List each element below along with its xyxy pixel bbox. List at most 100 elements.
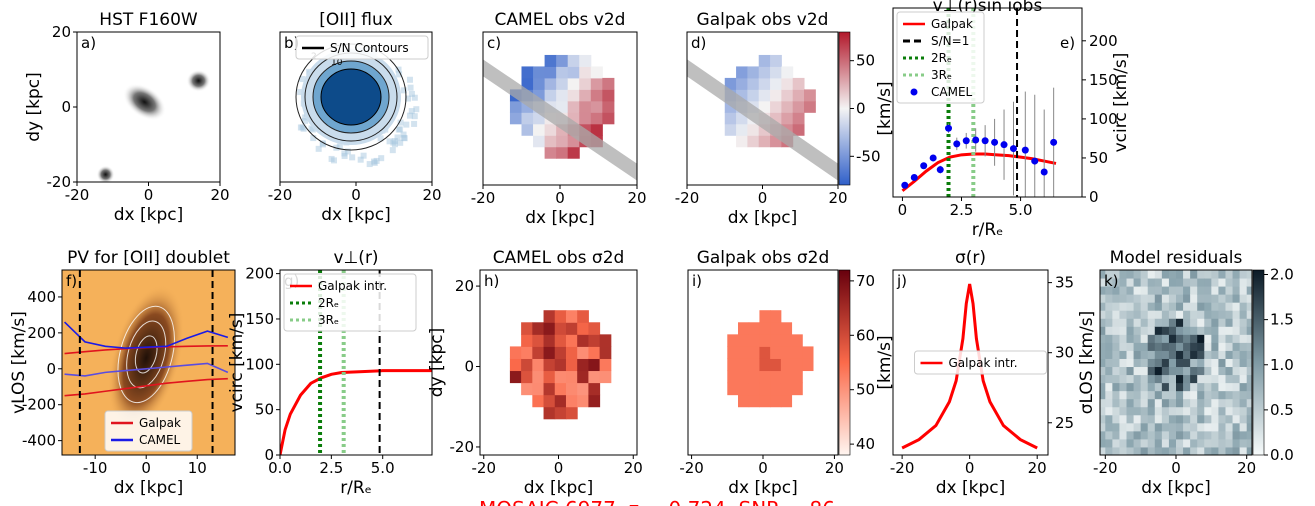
axes-frame — [892, 269, 1049, 456]
y-tick-label: 0 — [61, 98, 71, 116]
data-point — [1000, 141, 1008, 149]
panel: -20 0 20 Model residuals k) dx [kpc] 0.0 0.5 1.0… — [1093, 248, 1294, 498]
y-tick-label: 200 — [27, 324, 56, 342]
y-axis-label: vLOS [km/s] — [9, 311, 29, 414]
panel-title: HST F160W — [99, 10, 198, 30]
data-line — [64, 377, 228, 397]
y-axis-label: vcirc [km/s] — [227, 313, 247, 413]
colorbar-tick-label: 0.0 — [1270, 446, 1294, 464]
x-axis-label: dx [kpc] — [114, 205, 184, 225]
legend-label: S/N Contours — [330, 41, 409, 55]
colorbar — [1252, 269, 1265, 456]
panel: -20 0 20 25 30 35 σ(r) j) dx [kpc] σLOS [km/s] Gal… — [890, 248, 1097, 498]
data-line — [901, 152, 1057, 192]
colorbar — [838, 31, 851, 186]
x-tick-label: 0 — [965, 459, 975, 477]
y-tick-label: 150 — [245, 310, 274, 328]
x-tick-label: 20 — [210, 186, 229, 204]
colorbar-tick-label: 1.5 — [1270, 311, 1294, 329]
x-tick-label: 20 — [825, 459, 844, 477]
y-tick-label: 100 — [1089, 110, 1118, 128]
data-point — [936, 166, 944, 174]
legend-label: 3Rₑ — [931, 68, 952, 82]
colorbar-tick-label: 40 — [856, 435, 875, 453]
x-tick-label: 10 — [188, 459, 207, 477]
plot-area — [509, 310, 612, 420]
plot-area — [687, 54, 838, 181]
panel: -20 0 20 CAMEL obs v2d c) dx [kpc] — [471, 10, 647, 228]
legend-label: 3Rₑ — [318, 313, 339, 327]
x-tick-label: -20 — [679, 459, 704, 477]
panel-title: CAMEL obs v2d — [495, 10, 626, 30]
plot-area — [727, 310, 814, 408]
x-tick-label: 20 — [627, 189, 646, 207]
x-tick-label: 20 — [828, 189, 847, 207]
legend-marker — [910, 88, 918, 96]
x-axis-label: dx [kpc] — [525, 208, 595, 228]
y-tick-label: 0 — [264, 446, 274, 464]
y-tick-label: 400 — [27, 288, 56, 306]
x-tick-label: 0 — [144, 186, 154, 204]
panel-title: Model residuals — [1110, 248, 1243, 268]
panel-label: c) — [487, 34, 501, 52]
x-tick-label: 0 — [758, 459, 768, 477]
panel-title: Galpak obs σ2d — [697, 248, 830, 268]
x-axis-label: dx [kpc] — [114, 478, 184, 498]
y-axis-label: dy [kpc] — [24, 72, 44, 142]
y-axis-label: vcirc [km/s] — [1111, 53, 1131, 153]
legend-box — [914, 350, 1047, 375]
legend-label: Galpak intr. — [949, 356, 1018, 370]
panel-title: CAMEL obs σ2d — [493, 248, 625, 268]
panel-title: σ(r) — [955, 248, 986, 268]
y-tick-label: 0 — [464, 358, 474, 376]
y-tick-label: -400 — [22, 432, 56, 450]
legend-label: CAMEL — [931, 85, 973, 99]
legend-label: 2Rₑ — [318, 296, 339, 310]
panel-label: e) — [1060, 34, 1075, 52]
colorbar-tick-label: 2.0 — [1270, 266, 1294, 284]
x-tick-label: 20 — [1237, 459, 1256, 477]
x-tick-label: 0 — [758, 189, 768, 207]
colorbar-tick-label: 60 — [856, 326, 875, 344]
legend-label: Galpak intr. — [318, 279, 387, 293]
x-axis-label: dx [kpc] — [728, 478, 798, 498]
panel-label: a) — [81, 34, 96, 52]
y-tick-label: 35 — [1055, 274, 1074, 292]
data-point — [953, 140, 961, 148]
x-tick-label: 2.5 — [319, 459, 343, 477]
x-tick-label: -20 — [65, 186, 90, 204]
x-tick-label: -20 — [471, 459, 496, 477]
caption: MOSAIC 6977, z = 0.724, SNR = 86 — [479, 497, 835, 506]
legend-label: 2Rₑ — [931, 51, 952, 65]
x-tick-label: 0 — [141, 459, 151, 477]
contour-label: 10 — [331, 58, 343, 68]
colorbar-tick-label: 50 — [856, 52, 875, 70]
data-point — [962, 137, 970, 145]
colorbar-tick-label: 0.5 — [1270, 401, 1294, 419]
data-line — [280, 369, 432, 455]
y-tick-label: 30 — [1055, 344, 1074, 362]
colorbar-label: [km/s] — [875, 81, 895, 135]
axes-frame — [892, 7, 1083, 198]
legend-label: Galpak — [139, 416, 181, 430]
x-tick-label: -20 — [1093, 459, 1118, 477]
data-point — [901, 181, 909, 189]
data-point — [910, 173, 918, 181]
legend-label: Galpak — [931, 17, 973, 31]
panel-title: [OII] flux — [319, 10, 393, 30]
panel: -20 0 20 Galpak obs σ2d i) dx [kpc] 40 50 60 70 [k… — [679, 248, 895, 498]
data-point — [929, 154, 937, 162]
panel-title: PV for [OII] doublet — [67, 248, 230, 268]
x-tick-label: -10 — [83, 459, 108, 477]
data-point — [920, 162, 928, 170]
data-point — [991, 138, 999, 146]
panel: -20 0 20 Galpak obs v2d d) dx [kpc] 50 0 -50 [km/… — [675, 10, 895, 228]
x-axis-label: r/Rₑ — [340, 478, 372, 498]
data-point — [1009, 145, 1017, 153]
plot-area — [62, 270, 235, 455]
